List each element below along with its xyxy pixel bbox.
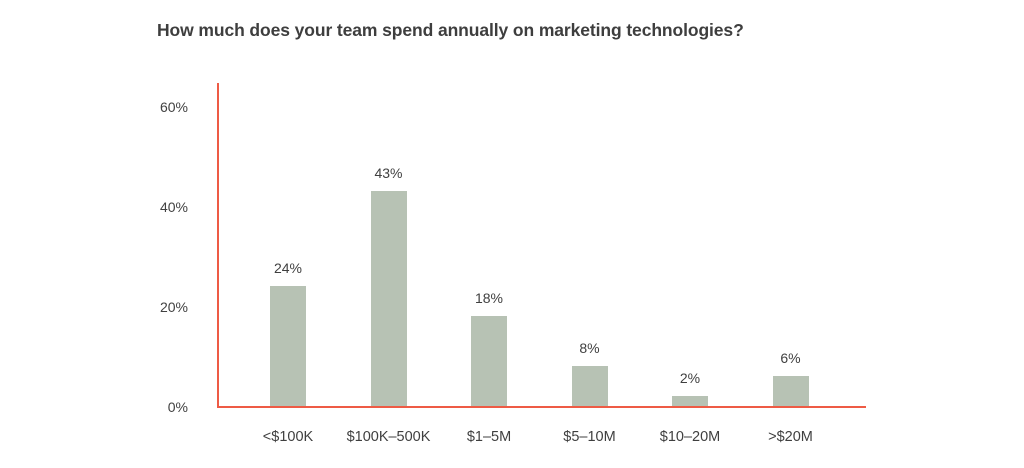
bar-value-label: 18% (474, 290, 504, 306)
x-axis-label: <$100K (262, 429, 314, 445)
bar-value-label: 24% (273, 260, 303, 276)
bar-value-label: 43% (374, 165, 403, 181)
y-axis-tick-label: 20% (159, 299, 188, 315)
bar (471, 316, 507, 406)
bar (772, 376, 809, 406)
x-axis-line (217, 406, 866, 408)
bar (270, 286, 306, 406)
y-axis-line (217, 83, 219, 408)
bar (672, 396, 708, 406)
y-axis-tick-label: 40% (159, 199, 188, 215)
x-axis-label: $1–5M (466, 429, 512, 445)
x-axis-label: $5–10M (563, 429, 616, 445)
x-axis-label: $10–20M (659, 429, 721, 445)
x-axis-label: >$20M (768, 429, 813, 445)
x-axis-label: $100K–500K (346, 429, 431, 445)
bar (571, 366, 608, 406)
bar-value-label: 8% (579, 340, 600, 356)
bar (370, 191, 407, 406)
y-axis-tick-label: 0% (167, 399, 188, 415)
y-axis-tick-label: 60% (159, 99, 188, 115)
bar-value-label: 6% (780, 350, 801, 366)
chart-title: How much does your team spend annually o… (157, 20, 744, 40)
bar-value-label: 2% (679, 370, 701, 386)
